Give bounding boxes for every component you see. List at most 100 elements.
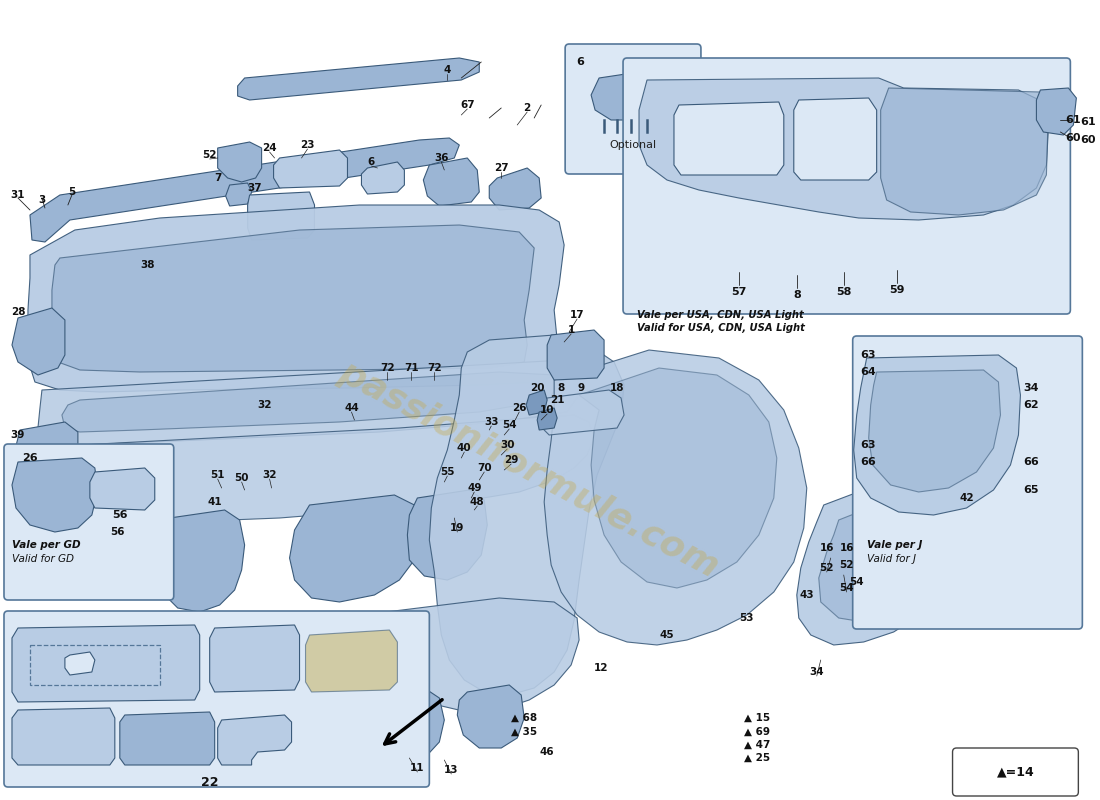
Text: 12: 12 — [594, 663, 608, 673]
Text: 5: 5 — [68, 187, 76, 197]
Text: 57: 57 — [732, 287, 747, 297]
Text: Vale per J: Vale per J — [867, 540, 922, 550]
Text: 30: 30 — [500, 440, 515, 450]
Text: 41: 41 — [208, 497, 222, 507]
Polygon shape — [639, 78, 1048, 220]
Polygon shape — [12, 625, 200, 702]
Text: 11: 11 — [410, 763, 425, 773]
FancyBboxPatch shape — [623, 58, 1070, 314]
Polygon shape — [539, 390, 624, 435]
Text: 66: 66 — [1023, 457, 1040, 467]
Text: 50: 50 — [234, 473, 249, 483]
Text: 67: 67 — [460, 100, 474, 110]
Text: 43: 43 — [800, 590, 814, 600]
Polygon shape — [407, 490, 487, 580]
Text: 26: 26 — [512, 403, 527, 413]
Polygon shape — [424, 158, 480, 206]
Text: 16: 16 — [820, 543, 834, 553]
Text: 64: 64 — [860, 367, 877, 377]
Text: 65: 65 — [1023, 485, 1038, 495]
Text: ▲=14: ▲=14 — [997, 766, 1034, 778]
Polygon shape — [274, 150, 348, 188]
Polygon shape — [90, 468, 155, 510]
FancyBboxPatch shape — [4, 611, 429, 787]
Text: Valid for J: Valid for J — [867, 554, 915, 564]
Text: 51: 51 — [210, 470, 224, 480]
Polygon shape — [238, 58, 480, 100]
Text: 34: 34 — [1023, 383, 1038, 393]
Text: 32: 32 — [257, 400, 272, 410]
Text: 53: 53 — [739, 613, 755, 623]
Polygon shape — [12, 708, 114, 765]
Text: 34: 34 — [810, 667, 824, 677]
Text: 6: 6 — [367, 157, 375, 167]
Text: 7: 7 — [214, 173, 221, 183]
Polygon shape — [429, 335, 624, 695]
Polygon shape — [338, 598, 579, 712]
Text: 4: 4 — [443, 65, 451, 75]
Text: ▲ 68: ▲ 68 — [512, 713, 537, 723]
Text: 46: 46 — [540, 747, 554, 757]
Polygon shape — [62, 372, 558, 432]
Text: 61: 61 — [1080, 117, 1096, 127]
Polygon shape — [490, 168, 541, 210]
Text: 54: 54 — [839, 583, 854, 593]
Polygon shape — [306, 630, 397, 692]
Text: 71: 71 — [404, 363, 419, 373]
Text: 8: 8 — [558, 383, 564, 393]
Text: 8: 8 — [793, 290, 801, 300]
Polygon shape — [12, 308, 65, 375]
Text: 22: 22 — [201, 775, 219, 789]
FancyBboxPatch shape — [852, 336, 1082, 629]
Text: 44: 44 — [344, 403, 359, 413]
Text: ▲ 69: ▲ 69 — [744, 727, 770, 737]
Polygon shape — [881, 88, 1048, 215]
Text: 52: 52 — [202, 150, 217, 160]
Text: 17: 17 — [570, 310, 584, 320]
Polygon shape — [37, 360, 581, 445]
Text: 66: 66 — [860, 457, 877, 467]
FancyBboxPatch shape — [4, 444, 174, 600]
FancyBboxPatch shape — [565, 44, 701, 174]
Text: 60: 60 — [1066, 133, 1081, 143]
Text: 32: 32 — [262, 470, 277, 480]
Text: Valid for GD: Valid for GD — [12, 554, 74, 564]
Polygon shape — [869, 370, 1001, 492]
Text: 52: 52 — [820, 563, 834, 573]
Text: Vale per USA, CDN, USA Light: Vale per USA, CDN, USA Light — [637, 310, 804, 320]
Text: 52: 52 — [839, 560, 854, 570]
Text: 48: 48 — [470, 497, 485, 507]
Polygon shape — [537, 408, 558, 430]
Polygon shape — [854, 355, 1021, 515]
Text: 62: 62 — [1023, 400, 1040, 410]
Polygon shape — [218, 715, 292, 765]
Text: 18: 18 — [609, 383, 625, 393]
Text: 40: 40 — [456, 443, 472, 453]
Text: 3: 3 — [39, 195, 45, 205]
Polygon shape — [28, 205, 564, 392]
Text: ▲ 35: ▲ 35 — [512, 727, 537, 737]
Polygon shape — [591, 72, 666, 120]
Polygon shape — [210, 625, 299, 692]
Polygon shape — [218, 142, 262, 182]
Text: 31: 31 — [11, 190, 25, 200]
Polygon shape — [579, 368, 777, 588]
Text: 21: 21 — [550, 395, 564, 405]
Text: 54: 54 — [849, 577, 864, 587]
Text: 38: 38 — [141, 260, 155, 270]
Text: 10: 10 — [540, 405, 554, 415]
Text: 16: 16 — [839, 543, 854, 553]
Text: ▲ 15: ▲ 15 — [744, 713, 770, 723]
Text: 28: 28 — [11, 307, 25, 317]
Text: Optional: Optional — [609, 140, 657, 150]
Polygon shape — [674, 102, 784, 175]
Polygon shape — [248, 192, 315, 240]
Text: 1: 1 — [568, 325, 575, 335]
Text: 23: 23 — [300, 140, 315, 150]
Text: 20: 20 — [530, 383, 544, 393]
Polygon shape — [30, 138, 460, 242]
Polygon shape — [1036, 88, 1077, 135]
Text: 45: 45 — [660, 630, 674, 640]
Polygon shape — [818, 504, 944, 622]
Text: 72: 72 — [381, 363, 395, 373]
